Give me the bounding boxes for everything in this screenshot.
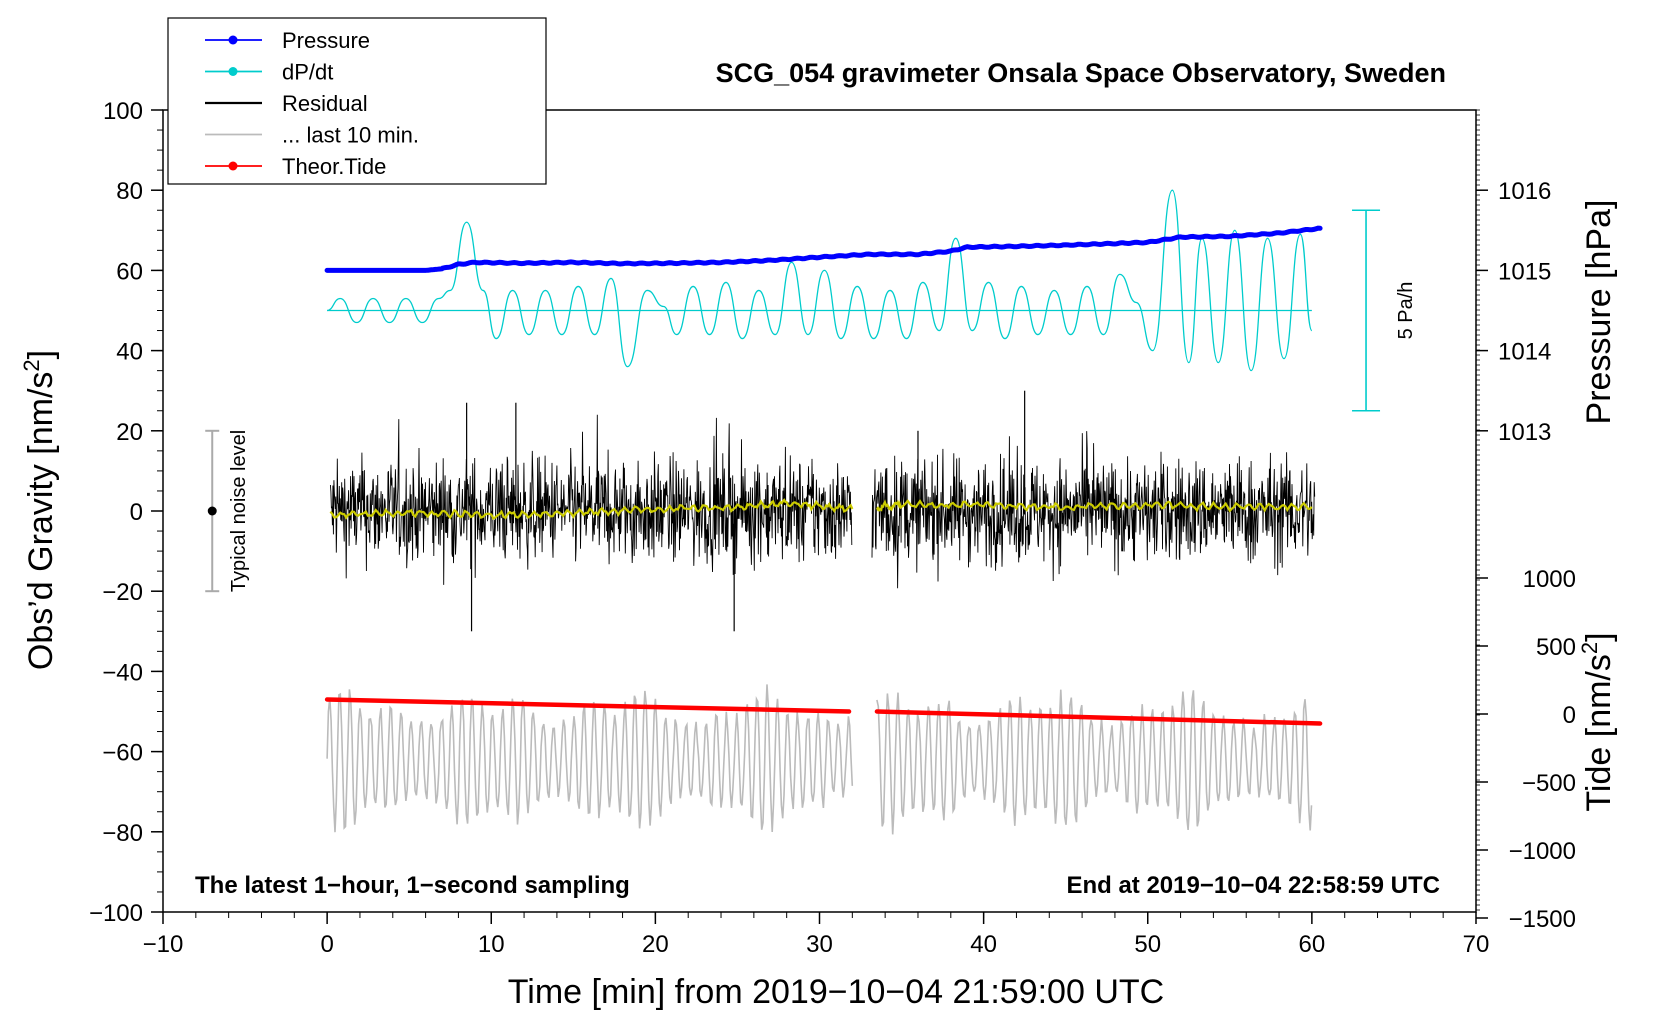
pressure-tick-label: 1015 [1498,258,1551,285]
pressure-tick-label: 1014 [1498,339,1551,366]
legend-box [167,17,547,185]
tide-tick-label: −500 [1522,770,1576,797]
chart-title: SCG_054 gravimeter Onsala Space Observat… [716,58,1446,88]
x-tick-label: 70 [1463,931,1490,958]
tide-label-tail: ] [1580,632,1618,641]
legend-label: dP/dt [282,60,333,85]
dpdt-scale-label: 5 Pa/h [1395,282,1417,340]
y-label-main: Obs’d Gravity [nm/s [22,372,60,671]
plot-series [324,189,1323,835]
y-tick-label: 0 [130,499,143,526]
y-axis-gravity: −100 −80 −60 −40 −20 0 20 40 60 80 100 [89,98,163,927]
y-tick-label: 40 [116,339,143,366]
tide-tick-label: 1000 [1523,566,1576,593]
y-tick-label: −100 [89,900,143,927]
legend-label: Residual [282,91,368,116]
y-label-sup: 2 [19,359,44,371]
series-last-10-min-2 [876,689,1313,835]
bottom-right-note: End at 2019−10−04 22:58:59 UTC [1066,872,1440,899]
legend-label: Theor.Tide [282,154,386,179]
x-axis-label: Time [min] from 2019−10−04 21:59:00 UTC [508,973,1164,1011]
noise-level-label: Typical noise level [228,430,250,592]
x-tick-label: −10 [143,931,184,958]
y-tick-label: 20 [116,419,143,446]
x-tick-label: 40 [970,931,997,958]
tide-label-main: Tide [nm/s [1580,654,1618,811]
y-tick-label: −20 [102,579,143,606]
legend-swatch-marker [228,35,238,45]
x-tick-label: 30 [806,931,833,958]
pressure-tick-label: 1013 [1498,419,1551,446]
tide-axis-label: Tide [nm/s2] [1577,632,1618,811]
x-tick-label: 20 [642,931,669,958]
legend: Pressure dP/dt Residual ... last 10 min. The… [167,17,547,185]
series-residual-smoothed-2 [875,498,1313,513]
y-tick-label: −80 [102,820,143,847]
tide-tick-label: 0 [1563,702,1576,729]
noise-bar-center-dot [207,506,217,516]
series-theor-tide-1 [324,697,852,714]
tide-tick-label: −1500 [1509,906,1576,933]
y-axis-label-gravity: Obs’d Gravity [nm/s2] [19,350,60,670]
x-axis: −10 0 10 20 30 40 50 60 70 [143,912,1490,958]
x-tick-label: 50 [1134,931,1161,958]
legend-swatch-marker [228,67,238,76]
series-residual-smoothed-1 [329,498,854,521]
legend-label: ... last 10 min. [282,123,419,148]
series-dpdt [326,189,1313,372]
y-tick-label: 100 [103,98,143,125]
y-tick-label: −40 [102,659,143,686]
x-tick-label: 10 [478,931,505,958]
series-residual-segment-1 [329,414,853,585]
series-last-10-min-1 [326,684,854,833]
tide-tick-label: 500 [1536,634,1576,661]
x-tick-label: 60 [1299,931,1326,958]
y-axis-right: 1013 1014 1015 1016 −1500 −1000 −500 0 500 1000 [1476,109,1576,933]
annotations: Typical noise level 5 Pa/h [205,209,1417,593]
legend-label: Pressure [282,28,370,53]
pressure-axis-label: Pressure [hPa] [1580,200,1618,425]
series-pressure [324,225,1323,273]
legend-swatch-marker [228,161,238,171]
y-label-tail: ] [22,350,60,359]
tide-tick-label: −1000 [1509,838,1576,865]
tide-label-sup: 2 [1577,642,1602,654]
series-theor-tide-2 [874,709,1323,726]
bottom-left-note: The latest 1−hour, 1−second sampling [195,872,630,899]
y-tick-label: 60 [116,258,143,285]
x-tick-label: 0 [320,931,333,958]
y-tick-label: −60 [102,740,143,767]
pressure-tick-label: 1016 [1498,178,1551,205]
y-tick-label: 80 [116,178,143,205]
